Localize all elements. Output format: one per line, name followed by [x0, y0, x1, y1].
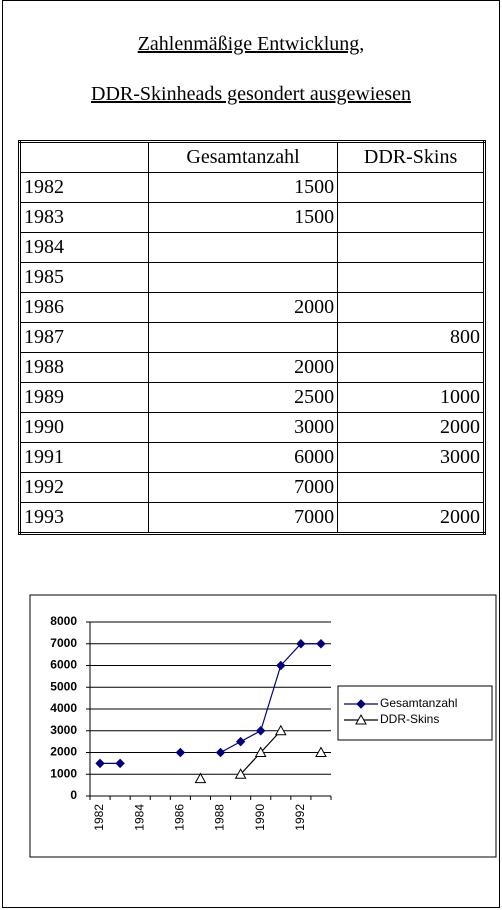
table-cell: 2000	[147, 292, 339, 323]
table-cell: 2000	[147, 352, 339, 383]
table-cell	[147, 262, 339, 293]
legend-box	[337, 685, 493, 741]
header-cell	[19, 141, 149, 173]
point-marker	[256, 726, 266, 736]
table-cell	[337, 202, 485, 233]
table-row: 1982 1500	[19, 172, 485, 203]
point-marker	[356, 699, 366, 709]
y-tick-label: 8000	[50, 614, 77, 628]
y-tick-label: 6000	[50, 658, 77, 672]
point-marker	[235, 736, 246, 747]
point-marker	[95, 758, 105, 769]
table-cell: 1988	[19, 352, 149, 383]
x-tick-label: 1982	[92, 804, 106, 831]
table-cell: 1984	[19, 232, 149, 263]
table-row: 1992 7000	[19, 472, 485, 503]
table-cell: 2000	[337, 502, 485, 534]
x-tick-label: 1988	[213, 804, 227, 831]
table-cell	[337, 262, 485, 293]
table-row: 1988 2000	[19, 352, 485, 383]
table-cell	[337, 292, 485, 323]
table-cell: 7000	[147, 472, 339, 503]
table-cell: 2000	[337, 412, 485, 443]
point-marker	[115, 758, 125, 769]
y-tick-label: 2000	[50, 745, 77, 759]
table-cell	[337, 352, 485, 383]
table-row: 1986 2000	[19, 292, 485, 323]
table-cell: 2500	[147, 382, 339, 413]
point-marker	[355, 713, 367, 725]
table-cell: 7000	[147, 502, 339, 534]
y-tick-label: 5000	[50, 679, 77, 693]
point-marker	[234, 768, 247, 779]
y-tick-label: 4000	[50, 701, 77, 715]
y-tick-label: 1000	[50, 766, 77, 780]
point-marker	[296, 639, 306, 649]
x-tick-label: 1992	[293, 804, 307, 831]
table-cell: 1987	[19, 322, 149, 353]
header-cell: DDR-Skins	[337, 141, 485, 173]
point-marker	[215, 747, 226, 758]
table-cell: 1500	[147, 172, 339, 203]
y-tick-label: 3000	[50, 723, 77, 737]
table-cell	[337, 172, 485, 203]
table-cell: 1500	[147, 202, 339, 233]
table-row: 1989 2500 1000	[19, 382, 485, 413]
x-tick-label: 1984	[132, 804, 146, 831]
point-marker	[175, 747, 186, 758]
table-cell: 1991	[19, 442, 149, 473]
table-cell	[337, 472, 485, 503]
table-body: Gesamtanzahl DDR-Skins 1982 1500 1983 1500 1…	[19, 141, 485, 534]
legend-label: Gesamtanzahl	[380, 696, 457, 710]
title-line: Zahlenmäßige Entwicklung,	[137, 33, 365, 55]
point-marker	[315, 746, 327, 757]
table-cell: 1992	[19, 472, 149, 503]
table-row: 1985	[19, 262, 485, 293]
table-cell	[147, 322, 339, 353]
table-row: 1984	[19, 232, 485, 263]
legend-label: DDR-Skins	[380, 712, 439, 726]
table-cell: 1993	[19, 502, 149, 534]
point-marker	[254, 746, 267, 757]
data-table: Gesamtanzahl DDR-Skins 1982 1500 1983 1500 1…	[18, 140, 486, 535]
point-marker	[276, 660, 286, 671]
table-cell: 1986	[19, 292, 149, 323]
y-tick-label: 0	[70, 788, 77, 802]
point-marker	[194, 772, 207, 784]
table-row: 1990 3000 2000	[19, 412, 485, 443]
point-marker	[274, 724, 287, 736]
x-tick-label: 1990	[253, 804, 267, 831]
table-cell: 1990	[19, 412, 149, 443]
title-line: DDR-Skinheads gesondert ausgewiesen	[91, 83, 411, 105]
table-row: 1983 1500	[19, 202, 485, 233]
point-marker	[316, 639, 326, 649]
table-row: 1993 7000 2000	[19, 502, 485, 534]
table-row: 1987 800	[19, 322, 485, 353]
x-tick-label: 1986	[173, 804, 187, 831]
y-tick-label: 7000	[50, 636, 77, 650]
